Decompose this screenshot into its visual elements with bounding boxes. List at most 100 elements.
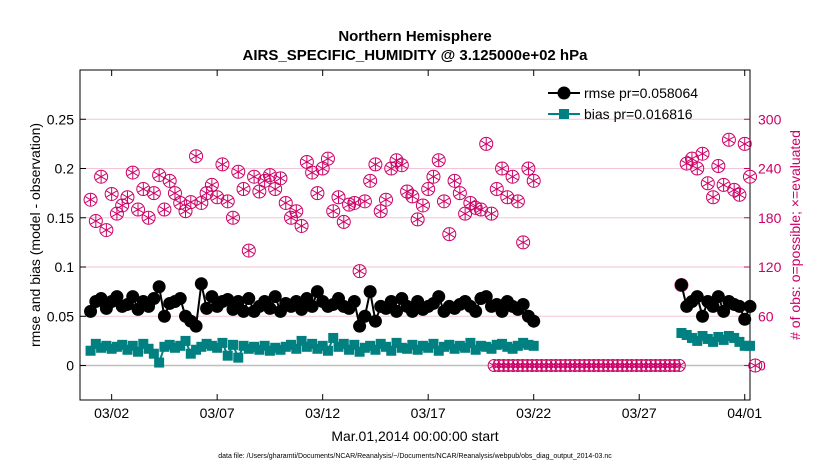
obs-evaluated-marker: [406, 192, 418, 200]
obs-possible-marker: [447, 173, 462, 188]
rmse-marker: [221, 293, 235, 307]
bias-marker: [729, 332, 740, 343]
obs-evaluated-marker: [470, 204, 482, 212]
rmse-marker: [347, 294, 361, 308]
obs-possible-marker: [294, 218, 309, 233]
obs-possible-marker: [236, 182, 251, 197]
obs-possible-marker: [695, 146, 710, 161]
bias-marker: [454, 340, 465, 351]
bias-marker: [307, 338, 318, 349]
obs-evaluated-marker: [475, 206, 487, 213]
obs-possible-marker: [173, 195, 188, 210]
rmse-marker: [295, 302, 309, 316]
obs-possible-marker: [141, 210, 156, 225]
obs-possible-marker: [400, 184, 415, 199]
obs-evaluated-marker: [338, 218, 350, 226]
obs-evaluated-marker: [449, 177, 461, 185]
bias-marker: [702, 333, 713, 344]
obs-evaluated-marker: [95, 173, 107, 181]
obs-possible-marker: [342, 197, 357, 212]
rmse-marker: [390, 304, 404, 318]
obs-possible-marker: [305, 165, 320, 180]
obs-possible-marker: [368, 157, 383, 172]
obs-possible-marker: [262, 168, 277, 183]
obs-possible-marker: [88, 214, 103, 229]
bias-marker: [106, 343, 117, 354]
rmse-marker: [732, 299, 746, 313]
bias-marker: [143, 343, 154, 354]
obs-evaluated-marker: [248, 173, 260, 181]
obs-evaluated-marker: [728, 186, 740, 194]
obs-possible-marker: [326, 204, 341, 219]
obs-evaluated-marker: [85, 196, 97, 204]
obs-possible-marker: [421, 182, 436, 197]
bias-marker: [412, 344, 423, 355]
obs-possible-marker: [452, 186, 467, 201]
obs-possible-marker: [495, 161, 510, 176]
y-axis-label-left: rmse and bias (model - observation): [27, 123, 43, 347]
bias-marker: [349, 339, 360, 350]
obs-evaluated-marker: [333, 193, 344, 201]
y-right-tick-label: 300: [758, 111, 782, 127]
bias-marker: [243, 343, 254, 354]
obs-possible-marker: [748, 358, 763, 373]
obs-evaluated-marker: [739, 140, 751, 148]
bias-marker: [433, 345, 444, 356]
bias-marker: [90, 338, 101, 349]
obs-possible-marker: [83, 192, 98, 207]
bias-marker: [470, 344, 481, 355]
bias-marker: [317, 340, 328, 351]
obs-evaluated-marker: [401, 188, 413, 195]
obs-evaluated-marker: [427, 173, 439, 181]
bias-marker: [396, 342, 407, 353]
obs-possible-marker: [743, 169, 757, 184]
bias-marker: [428, 338, 439, 349]
obs-possible-marker: [505, 169, 520, 184]
y-left-tick-label: 0.05: [47, 308, 74, 324]
rmse-marker: [157, 309, 171, 323]
obs-evaluated-marker: [364, 177, 376, 185]
obs-possible-marker: [120, 190, 135, 205]
obs-possible-marker: [136, 182, 151, 197]
obs-evaluated-marker: [496, 165, 508, 172]
obs-possible-marker: [690, 161, 705, 176]
obs-evaluated-marker: [454, 189, 466, 197]
bias-marker: [159, 341, 170, 352]
x-tick-label: 04/01: [727, 405, 762, 421]
obs-possible-marker: [94, 169, 109, 184]
obs-possible-marker: [431, 153, 446, 168]
bias-marker: [201, 338, 212, 349]
obs-possible-marker: [257, 173, 272, 188]
obs-possible-marker: [510, 194, 525, 209]
bias-marker: [718, 334, 729, 345]
bias-marker: [96, 342, 107, 353]
y-right-tick-label: 120: [758, 259, 782, 275]
obs-evaluated-marker: [211, 193, 223, 201]
rmse-marker: [743, 299, 757, 313]
obs-evaluated-marker: [412, 215, 424, 223]
obs-possible-marker: [463, 195, 478, 210]
obs-evaluated-marker: [480, 140, 492, 148]
bias-marker: [259, 340, 270, 351]
obs-possible-marker: [489, 182, 504, 197]
obs-possible-marker: [162, 173, 177, 188]
rmse-marker: [674, 278, 688, 292]
obs-evaluated-marker: [253, 188, 265, 195]
obs-evaluated-marker: [158, 206, 170, 213]
obs-possible-marker: [225, 210, 240, 225]
obs-evaluated-marker: [507, 173, 519, 181]
rmse-marker: [706, 299, 720, 313]
bias-marker: [380, 341, 391, 352]
obs-possible-marker: [247, 169, 262, 184]
bias-marker: [497, 338, 508, 349]
obs-possible-marker: [706, 190, 721, 205]
obs-possible-marker: [384, 161, 399, 176]
obs-evaluated-marker: [164, 177, 176, 185]
obs-evaluated-marker: [417, 202, 429, 209]
obs-possible-marker: [99, 223, 114, 238]
obs-possible-marker: [363, 173, 378, 188]
rmse-marker: [711, 290, 725, 304]
x-tick-label: 03/02: [94, 405, 129, 421]
rmse-marker: [696, 309, 710, 323]
bias-marker: [270, 342, 281, 353]
